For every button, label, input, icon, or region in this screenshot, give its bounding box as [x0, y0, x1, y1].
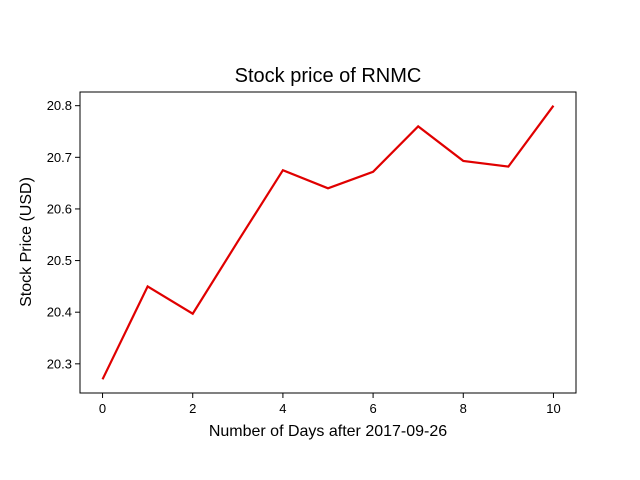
x-tick-label: 2	[189, 401, 196, 416]
x-tick-label: 8	[460, 401, 467, 416]
axes-frame	[79, 91, 577, 394]
series-line	[101, 105, 555, 380]
chart-title: Stock price of RNMC	[235, 65, 422, 87]
x-tick-label: 0	[99, 401, 106, 416]
y-tick-label: 20.6	[47, 201, 72, 216]
plot-area: 0 2 4 6 8 10 20.3 20.4 20.5 20.6 20.7 20.8	[47, 91, 577, 416]
x-axis-title: Number of Days after 2017-09-26	[209, 423, 447, 440]
y-tick-label: 20.3	[47, 356, 72, 371]
y-tick-label: 20.5	[47, 253, 72, 268]
x-tick-label: 6	[369, 401, 376, 416]
y-tick-label: 20.4	[47, 305, 72, 320]
y-axis-title: Stock Price (USD)	[18, 177, 35, 307]
y-tick-label: 20.8	[47, 98, 72, 113]
x-tick-label: 4	[279, 401, 286, 416]
x-tick-label: 10	[546, 401, 560, 416]
y-tick-label: 20.7	[47, 150, 72, 165]
